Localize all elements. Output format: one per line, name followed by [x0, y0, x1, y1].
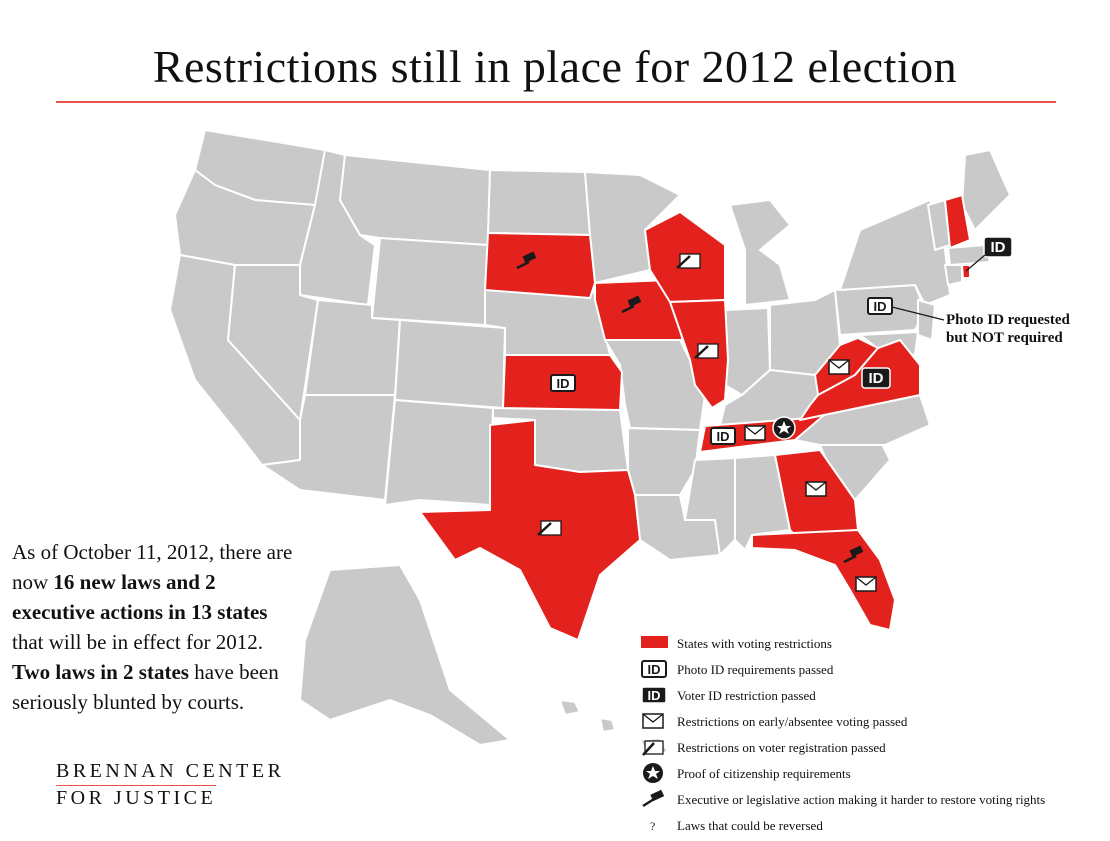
annotation-line-1: Photo ID requested — [946, 312, 1070, 328]
svg-text:ID: ID — [869, 370, 884, 387]
svg-text:ID: ID — [717, 429, 730, 444]
state-new-hampshire — [944, 194, 971, 249]
envelope-icon — [805, 481, 827, 497]
svg-text:ID: ID — [874, 299, 887, 314]
state-michigan — [729, 199, 791, 306]
brennan-center-logo: BRENNAN CENTER FOR JUSTICE — [56, 760, 284, 810]
leader-line — [891, 306, 945, 321]
star-badge-icon — [643, 763, 663, 783]
svg-text:ID: ID — [648, 688, 661, 703]
gavel-icon — [642, 789, 665, 808]
red-swatch — [641, 636, 668, 648]
legend-label: Executive or legislative action making i… — [677, 792, 1046, 807]
svg-text:ID: ID — [991, 239, 1006, 256]
leader-line — [965, 254, 986, 272]
logo-line-1: BRENNAN CENTER — [56, 760, 285, 782]
legend-label: Restrictions on voter registration passe… — [677, 740, 886, 755]
envelope-icon — [828, 359, 850, 375]
legend-label: Voter ID restriction passed — [677, 688, 816, 703]
title-divider — [56, 101, 1056, 103]
summary-part-3: have been seriously blunted by courts. — [12, 660, 279, 714]
gavel-icon — [516, 251, 537, 270]
registration-form-icon — [676, 253, 701, 269]
gavel-icon — [621, 295, 642, 314]
state-arkansas — [627, 427, 701, 496]
summary-text: As of October 11, 2012, there are now 16… — [12, 537, 302, 717]
registration-form-icon — [694, 343, 719, 359]
summary-bold-2: Two laws in 2 states — [12, 660, 189, 684]
legend-label: Laws that could be reversed — [677, 818, 823, 833]
summary-part-2: that will be in effect for 2012. — [12, 630, 263, 654]
question-mark-icon: ? — [650, 819, 655, 833]
legend-label: Photo ID requirements passed — [677, 662, 834, 677]
legend-label: Restrictions on early/absentee voting pa… — [677, 714, 908, 729]
legend-label: States with voting restrictions — [677, 636, 832, 651]
gavel-icon — [843, 545, 864, 564]
svg-text:ID: ID — [648, 662, 661, 677]
state-new-mexico — [384, 399, 494, 506]
summary-part-1: As of October 11, 2012, there are now — [12, 540, 293, 594]
star-badge-icon — [772, 416, 796, 440]
state-connecticut — [944, 264, 963, 286]
svg-text:ID: ID — [557, 376, 570, 391]
state-alaska — [299, 564, 511, 746]
state-wyoming — [371, 237, 489, 326]
envelope-icon — [855, 576, 877, 592]
id-black-icon: ID — [861, 367, 891, 389]
id-white-icon: ID — [550, 374, 576, 392]
state-hawaii — [559, 699, 669, 756]
envelope-icon — [642, 713, 664, 729]
state-north-dakota — [487, 169, 591, 236]
state-maine — [961, 149, 1011, 231]
photo-id-annotation: Photo ID requested but NOT required — [946, 311, 1070, 347]
id-white-icon: ID — [867, 297, 893, 315]
envelope-icon — [744, 425, 766, 441]
annotation-line-2: but NOT required — [946, 330, 1063, 346]
state-new-jersey — [917, 299, 936, 341]
registration-form-icon — [537, 520, 562, 536]
id-black-icon: ID — [983, 236, 1013, 258]
state-colorado — [394, 319, 506, 409]
id-black-icon: ID — [641, 686, 667, 704]
summary-bold-1: 16 new laws and 2 executive actions in 1… — [12, 570, 268, 624]
state-florida — [751, 529, 896, 631]
logo-line-2: FOR JUSTICE — [56, 785, 217, 809]
state-texas — [419, 419, 641, 641]
svg-text:?: ? — [650, 819, 655, 833]
map-title: Restrictions still in place for 2012 ele… — [152, 41, 958, 92]
id-white-icon: ID — [710, 427, 736, 445]
legend-label: Proof of citizenship requirements — [677, 766, 851, 781]
state-montana — [339, 154, 491, 246]
state-rhode-island — [961, 264, 971, 279]
gray-states — [169, 129, 1011, 756]
state-south-dakota — [484, 232, 596, 299]
state-virginia — [799, 339, 921, 421]
id-white-icon: ID — [641, 660, 667, 678]
registration-form-icon — [642, 740, 664, 756]
